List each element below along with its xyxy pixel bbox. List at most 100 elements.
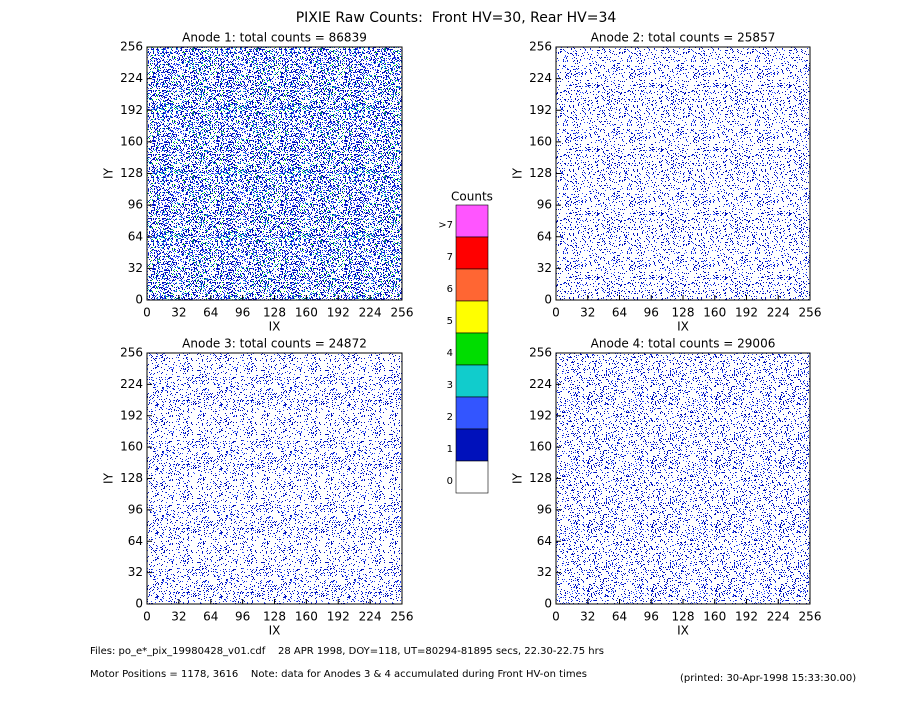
y-tick-label: 192 — [120, 103, 143, 117]
y-tick-label: 64 — [128, 229, 143, 243]
y-axis-label: IY — [511, 472, 525, 484]
y-tick-label: 160 — [529, 134, 552, 148]
page-title: PIXIE Raw Counts: Front HV=30, Rear HV=3… — [296, 10, 617, 26]
heatmap-texture — [147, 353, 402, 604]
x-tick-label: 224 — [767, 610, 790, 624]
y-tick-label: 64 — [537, 229, 552, 243]
y-tick-label: 256 — [529, 346, 552, 360]
y-tick-label: 32 — [537, 565, 552, 579]
colorbar-label: 0 — [447, 476, 453, 487]
y-tick-label: 96 — [537, 502, 552, 516]
y-tick-label: 256 — [529, 40, 552, 54]
x-tick-label: 128 — [263, 610, 286, 624]
panel-title: Anode 2: total counts = 25857 — [591, 31, 776, 45]
colorbar-label: 7 — [447, 252, 453, 263]
x-tick-label: 32 — [171, 610, 186, 624]
x-axis-label: IX — [677, 320, 689, 334]
y-tick-label: 64 — [128, 534, 143, 548]
y-tick-label: 256 — [120, 40, 143, 54]
x-tick-label: 256 — [799, 610, 822, 624]
footer-motor: Motor Positions = 1178, 3616 Note: data … — [90, 669, 587, 680]
colorbar-swatch — [455, 300, 489, 334]
colorbar-swatch — [455, 428, 489, 462]
colorbar-label: 4 — [447, 348, 453, 359]
colorbar-swatch — [455, 396, 489, 430]
x-tick-label: 224 — [359, 610, 382, 624]
x-tick-label: 160 — [295, 610, 318, 624]
panel-title: Anode 4: total counts = 29006 — [591, 337, 776, 351]
y-tick-label: 192 — [120, 408, 143, 422]
x-tick-label: 256 — [391, 610, 414, 624]
colorbar-swatch — [455, 332, 489, 366]
colorbar-swatch — [455, 204, 489, 238]
x-tick-label: 128 — [672, 610, 695, 624]
y-tick-label: 160 — [120, 134, 143, 148]
x-tick-label: 0 — [552, 610, 560, 624]
y-tick-label: 96 — [128, 502, 143, 516]
x-tick-label: 128 — [672, 306, 695, 320]
colorbar-swatch — [455, 364, 489, 398]
x-tick-label: 192 — [327, 306, 350, 320]
y-tick-label: 160 — [120, 440, 143, 454]
x-tick-label: 160 — [703, 610, 726, 624]
panel-title: Anode 1: total counts = 86839 — [182, 31, 367, 45]
x-tick-label: 32 — [580, 306, 595, 320]
x-tick-label: 256 — [391, 306, 414, 320]
x-tick-label: 96 — [235, 306, 250, 320]
y-tick-label: 0 — [135, 293, 143, 307]
y-tick-label: 160 — [529, 440, 552, 454]
x-tick-label: 96 — [644, 610, 659, 624]
y-tick-label: 256 — [120, 346, 143, 360]
x-tick-label: 0 — [143, 306, 151, 320]
y-tick-label: 0 — [544, 597, 552, 611]
colorbar-label: 1 — [447, 444, 453, 455]
y-tick-label: 224 — [120, 71, 143, 85]
colorbar-swatch — [455, 460, 489, 494]
colorbar-swatch — [455, 236, 489, 270]
x-tick-label: 32 — [580, 610, 595, 624]
footer-printed: (printed: 30-Apr-1998 15:33:30.00) — [680, 673, 856, 684]
y-axis-label: IY — [102, 472, 116, 484]
colorbar-label: 5 — [447, 316, 453, 327]
y-tick-label: 32 — [128, 565, 143, 579]
y-tick-label: 224 — [529, 377, 552, 391]
x-tick-label: 192 — [735, 306, 758, 320]
x-tick-label: 192 — [327, 610, 350, 624]
x-axis-label: IX — [677, 624, 689, 638]
y-tick-label: 32 — [128, 261, 143, 275]
y-tick-label: 0 — [135, 597, 143, 611]
x-tick-label: 64 — [203, 610, 218, 624]
x-tick-label: 224 — [767, 306, 790, 320]
x-tick-label: 96 — [644, 306, 659, 320]
x-axis-label: IX — [269, 320, 281, 334]
colorbar-title: Counts — [451, 190, 493, 204]
colorbar-label: 3 — [447, 380, 453, 391]
y-tick-label: 0 — [544, 293, 552, 307]
y-tick-label: 192 — [529, 408, 552, 422]
x-tick-label: 224 — [359, 306, 382, 320]
y-tick-label: 32 — [537, 261, 552, 275]
x-tick-label: 64 — [612, 306, 627, 320]
y-tick-label: 224 — [120, 377, 143, 391]
x-tick-label: 192 — [735, 610, 758, 624]
panel-title: Anode 3: total counts = 24872 — [182, 337, 367, 351]
y-tick-label: 128 — [529, 166, 552, 180]
y-tick-label: 128 — [529, 471, 552, 485]
y-tick-label: 192 — [529, 103, 552, 117]
heatmap-texture — [556, 47, 810, 300]
y-tick-label: 128 — [120, 471, 143, 485]
x-axis-label: IX — [269, 624, 281, 638]
x-tick-label: 0 — [143, 610, 151, 624]
x-tick-label: 256 — [799, 306, 822, 320]
y-axis-label: IY — [511, 167, 525, 179]
x-tick-label: 64 — [612, 610, 627, 624]
colorbar-label: >7 — [438, 220, 453, 231]
heatmap-texture — [556, 353, 810, 604]
colorbar-label: 6 — [447, 284, 453, 295]
x-tick-label: 160 — [295, 306, 318, 320]
y-tick-label: 128 — [120, 166, 143, 180]
y-tick-label: 96 — [128, 198, 143, 212]
x-tick-label: 32 — [171, 306, 186, 320]
y-tick-label: 64 — [537, 534, 552, 548]
